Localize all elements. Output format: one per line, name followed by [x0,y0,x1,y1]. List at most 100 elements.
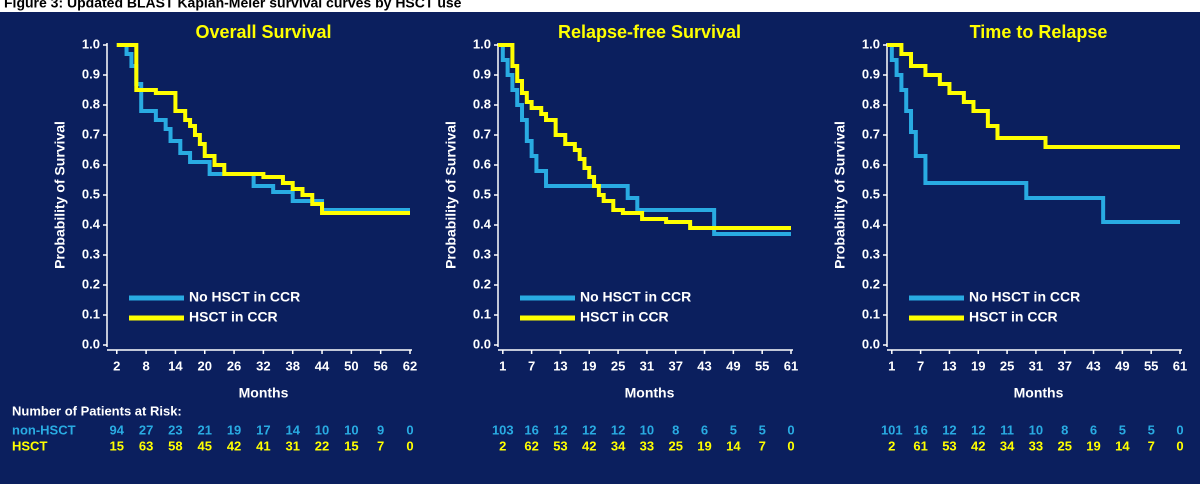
risk-count: 16 [913,422,927,437]
y-tick-label: 0.6 [82,156,100,171]
risk-count: 12 [611,422,625,437]
risk-count: 0 [1176,422,1183,437]
chart-title: Time to Relapse [970,22,1108,42]
y-tick-label: 0.5 [82,186,100,201]
risk-count: 8 [1061,422,1068,437]
y-tick-label: 0.7 [473,126,491,141]
survival-curve [498,43,791,236]
y-tick-label: 0.8 [862,96,880,111]
x-tick-label: 25 [1000,358,1014,373]
x-tick-label: 31 [640,358,654,373]
y-tick-label: 0.2 [473,276,491,291]
y-tick-label: 0.6 [862,156,880,171]
y-tick-label: 0.9 [862,66,880,81]
risk-count: 6 [701,422,708,437]
risk-count: 45 [198,438,212,453]
risk-count: 12 [942,422,956,437]
y-tick-label: 0.1 [473,306,491,321]
risk-count: 5 [759,422,766,437]
x-tick-label: 44 [315,358,330,373]
risk-count: 61 [913,438,927,453]
y-tick-label: 0.2 [82,276,100,291]
risk-count: 0 [406,422,413,437]
y-tick-label: 0.7 [82,126,100,141]
risk-count: 22 [315,438,329,453]
risk-count: 7 [759,438,766,453]
risk-count: 62 [524,438,538,453]
y-tick-label: 0.9 [473,66,491,81]
x-tick-label: 20 [198,358,212,373]
x-tick-label: 49 [726,358,740,373]
x-tick-label: 61 [784,358,798,373]
x-tick-label: 2 [113,358,120,373]
x-tick-label: 1 [499,358,506,373]
y-tick-label: 0.5 [473,186,491,201]
x-tick-label: 32 [256,358,270,373]
risk-count: 10 [1029,422,1043,437]
risk-count: 25 [1057,438,1071,453]
legend-label: No HSCT in CCR [189,289,300,305]
risk-count: 5 [1119,422,1126,437]
x-tick-label: 61 [1173,358,1187,373]
x-tick-label: 37 [1057,358,1071,373]
risk-count: 5 [730,422,737,437]
chart-title: Overall Survival [195,22,331,42]
x-tick-label: 25 [611,358,625,373]
y-tick-label: 1.0 [473,36,491,51]
risk-count: 23 [168,422,182,437]
risk-count: 42 [971,438,985,453]
y-tick-label: 0.9 [82,66,100,81]
y-tick-label: 0.0 [862,336,880,351]
risk-title: Number of Patients at Risk: [12,403,182,418]
y-axis-label: Probability of Survival [52,121,68,269]
x-tick-label: 31 [1029,358,1043,373]
y-tick-label: 0.3 [473,246,491,261]
risk-count: 103 [492,422,514,437]
x-tick-label: 7 [917,358,924,373]
x-tick-label: 43 [697,358,711,373]
risk-count: 58 [168,438,182,453]
x-tick-label: 56 [373,358,387,373]
risk-count: 12 [553,422,567,437]
y-tick-label: 0.4 [82,216,101,231]
survival-curve [887,43,1180,149]
survival-curve [498,43,791,230]
legend-label: HSCT in CCR [580,309,669,325]
survival-curve [116,43,410,215]
risk-count: 19 [227,422,241,437]
legend-label: No HSCT in CCR [580,289,691,305]
y-tick-label: 0.4 [862,216,881,231]
risk-count: 10 [315,422,329,437]
x-tick-label: 62 [403,358,417,373]
risk-count: 33 [640,438,654,453]
risk-count: 2 [499,438,506,453]
x-tick-label: 37 [668,358,682,373]
x-axis-label: Months [239,385,289,401]
y-tick-label: 0.2 [862,276,880,291]
risk-count: 17 [256,422,270,437]
risk-count: 21 [198,422,212,437]
x-axis-label: Months [625,385,675,401]
risk-count: 12 [971,422,985,437]
y-tick-label: 0.4 [473,216,492,231]
chart-title: Relapse-free Survival [558,22,741,42]
risk-count: 19 [1086,438,1100,453]
risk-count: 53 [942,438,956,453]
risk-count: 53 [553,438,567,453]
x-tick-label: 14 [168,358,183,373]
risk-count: 94 [110,422,125,437]
risk-row-label: non-HSCT [12,422,76,437]
risk-count: 16 [524,422,538,437]
x-tick-label: 50 [344,358,358,373]
y-tick-label: 0.0 [473,336,491,351]
x-tick-label: 55 [755,358,769,373]
risk-count: 34 [1000,438,1015,453]
x-tick-label: 26 [227,358,241,373]
x-tick-label: 38 [285,358,299,373]
risk-count: 34 [611,438,626,453]
risk-count: 7 [377,438,384,453]
risk-count: 0 [787,422,794,437]
legend-label: HSCT in CCR [189,309,278,325]
x-tick-label: 19 [971,358,985,373]
